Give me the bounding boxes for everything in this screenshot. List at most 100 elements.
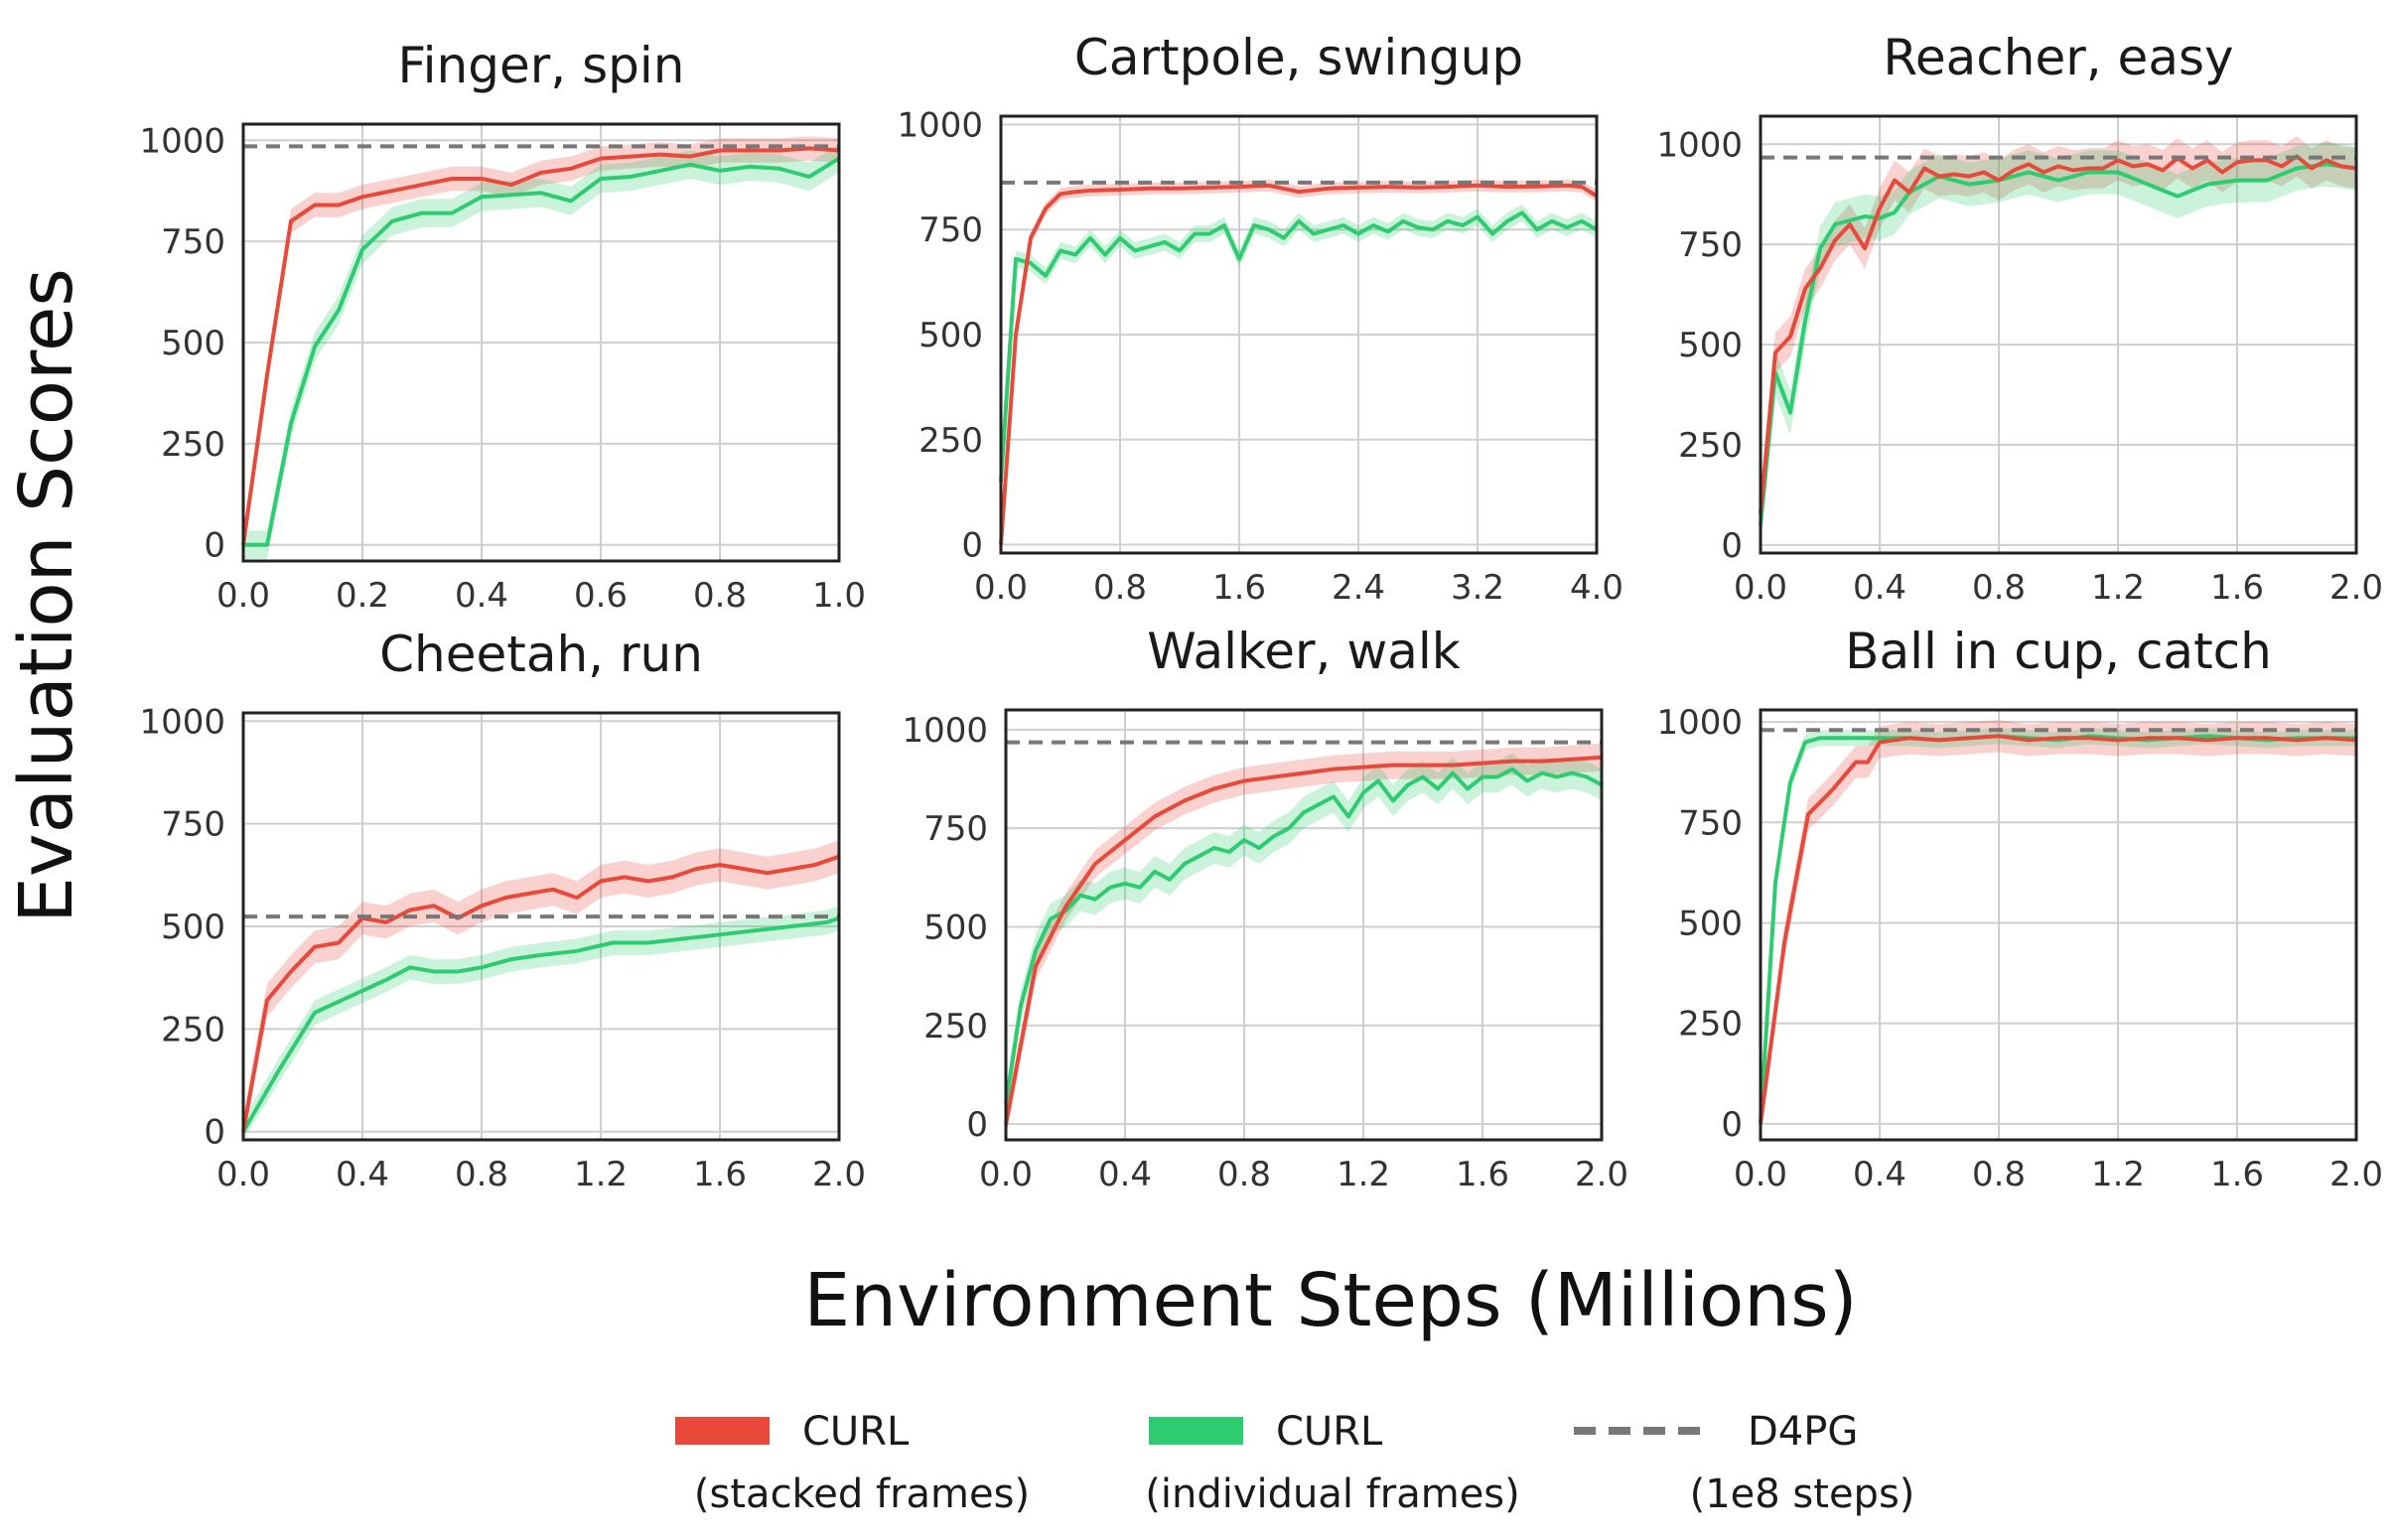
- x-tick-label: 1.0: [812, 576, 866, 616]
- y-tick-label: 250: [161, 1010, 225, 1050]
- y-tick-label: 750: [161, 805, 225, 845]
- plot-frame: [1759, 708, 2358, 1142]
- panel-title: Cheetah, run: [379, 626, 703, 683]
- x-axis-label: Environment Steps (Millions): [803, 1258, 1857, 1343]
- x-tick-label: 0.0: [1734, 1155, 1787, 1194]
- y-tick-label: 750: [918, 210, 983, 250]
- x-tick-label: 1.6: [1456, 1155, 1509, 1194]
- series-band-stacked: [243, 840, 839, 1140]
- panel-title: Ball in cup, catch: [1845, 623, 2272, 680]
- y-tick-label: 1000: [1656, 703, 1743, 743]
- y-tick-label: 500: [1678, 904, 1743, 943]
- series-band-individual: [1006, 753, 1602, 1121]
- y-tick-label: 0: [1721, 526, 1743, 566]
- x-tick-label: 1.6: [693, 1155, 747, 1194]
- series-line-stacked: [1004, 755, 1603, 1125]
- x-tick-label: 1.6: [2210, 1155, 2264, 1194]
- x-tick-label: 0.8: [693, 576, 747, 616]
- x-tick-label: 0.4: [455, 576, 508, 616]
- x-tick-label: 3.2: [1451, 568, 1504, 608]
- legend-entry-stacked: CURL (stacked frames): [675, 1409, 1030, 1517]
- x-tick-label: 4.0: [1570, 568, 1623, 608]
- series-line-stacked: [1759, 734, 2357, 1125]
- x-tick-label: 0.0: [979, 1155, 1033, 1194]
- y-tick-label: 250: [1678, 426, 1743, 466]
- x-tick-label: 0.2: [336, 576, 389, 616]
- y-tick-label: 250: [918, 421, 983, 461]
- series-line-stacked: [241, 854, 840, 1133]
- y-tick-label: 1000: [139, 121, 225, 161]
- x-tick-label: 0.0: [216, 1155, 270, 1194]
- x-tick-label: 2.0: [2329, 1155, 2383, 1194]
- series-line-individual: [1004, 767, 1603, 1105]
- y-tick-label: 250: [923, 1007, 988, 1047]
- legend-label-stacked: CURL: [802, 1409, 910, 1455]
- legend-sublabel-individual: (individual frames): [1145, 1471, 1520, 1517]
- series-line-individual: [241, 915, 840, 1133]
- y-tick-label: 500: [1678, 326, 1743, 365]
- series-band-individual: [1761, 142, 2356, 547]
- x-tick-label: 2.4: [1332, 568, 1385, 608]
- series-line-individual: [999, 210, 1598, 483]
- y-tick-label: 250: [161, 425, 225, 465]
- y-tick-label: 500: [161, 908, 225, 947]
- x-tick-label: 2.0: [1575, 1155, 1628, 1194]
- y-tick-label: 0: [966, 1105, 988, 1145]
- x-tick-label: 0.8: [1972, 568, 2026, 608]
- series-line-stacked: [241, 146, 840, 545]
- x-tick-label: 1.2: [1337, 1155, 1390, 1194]
- x-tick-label: 1.6: [1212, 568, 1266, 608]
- x-tick-label: 1.6: [2210, 568, 2264, 608]
- x-tick-label: 0.8: [1093, 568, 1147, 608]
- x-tick-label: 0.0: [1734, 568, 1787, 608]
- series-line-individual: [243, 156, 841, 547]
- y-tick-label: 0: [204, 526, 225, 566]
- x-tick-label: 2.0: [2329, 568, 2383, 608]
- x-tick-label: 0.6: [574, 576, 628, 616]
- chart-panel-2: 0.0 0.8 1.6 2.4 3.2 4.0 0 250 500 750 1000 Cartpole…: [897, 29, 1623, 608]
- y-tick-label: 750: [161, 222, 225, 262]
- legend-swatch-individual: [1149, 1417, 1243, 1445]
- legend-swatch-stacked: [675, 1417, 770, 1445]
- panel-title: Finger, spin: [398, 37, 685, 94]
- legend-label-d4pg: D4PG: [1748, 1409, 1858, 1455]
- x-tick-label: 0.4: [336, 1155, 389, 1194]
- x-tick-label: 0.0: [974, 568, 1028, 608]
- panel-title: Walker, walk: [1147, 623, 1460, 680]
- legend-entry-individual: CURL (individual frames): [1145, 1409, 1520, 1517]
- x-tick-label: 1.2: [2091, 1155, 2145, 1194]
- plot-frame: [1759, 114, 2358, 555]
- x-tick-label: 0.4: [1098, 1155, 1152, 1194]
- x-tick-label: 0.8: [1972, 1155, 2026, 1194]
- legend-sublabel-d4pg: (1e8 steps): [1690, 1471, 1915, 1517]
- chart-panel-3: 0.0 0.4 0.8 1.2 1.6 2.0 0 250 500 750 1000 Reacher,…: [1656, 29, 2383, 608]
- plot-frame: [241, 711, 841, 1142]
- y-tick-label: 1000: [1656, 125, 1743, 165]
- series-line-stacked: [1759, 154, 2357, 513]
- series-band-stacked: [1761, 136, 2356, 533]
- series-band-individual: [1761, 728, 2356, 1132]
- y-tick-label: 1000: [897, 105, 983, 145]
- y-tick-label: 250: [1678, 1005, 1743, 1045]
- panel-title: Reacher, easy: [1883, 29, 2233, 86]
- y-tick-label: 750: [923, 809, 988, 849]
- legend: CURL (stacked frames) CURL (individual f…: [675, 1409, 1914, 1517]
- series-line-individual: [1759, 734, 2356, 1124]
- panel-title: Cartpole, swingup: [1074, 29, 1523, 86]
- y-tick-label: 500: [918, 316, 983, 355]
- plot-frame: [999, 114, 1599, 555]
- x-tick-label: 0.8: [1217, 1155, 1271, 1194]
- x-tick-label: 0.0: [216, 576, 270, 616]
- y-axis-label: Evaluation Scores: [4, 268, 89, 923]
- y-tick-label: 750: [1678, 803, 1743, 843]
- x-tick-label: 1.2: [574, 1155, 628, 1194]
- chart-panel-1: 0.0 0.2 0.4 0.6 0.8 1.0 0 250 500 750 1000 Finger, …: [139, 37, 866, 616]
- legend-entry-d4pg: D4PG (1e8 steps): [1574, 1409, 1914, 1517]
- y-tick-label: 500: [923, 908, 988, 947]
- panels: 0.0 0.2 0.4 0.6 0.8 1.0 0 250 500 750 1000 Finger, …: [139, 29, 2383, 1194]
- chart-panel-5: 0.0 0.4 0.8 1.2 1.6 2.0 0 250 500 750 1000 Walker, …: [902, 623, 1628, 1194]
- y-tick-label: 1000: [902, 711, 988, 751]
- series-line-stacked: [999, 183, 1599, 545]
- series-band-individual: [1001, 204, 1597, 490]
- y-tick-label: 0: [1721, 1105, 1743, 1145]
